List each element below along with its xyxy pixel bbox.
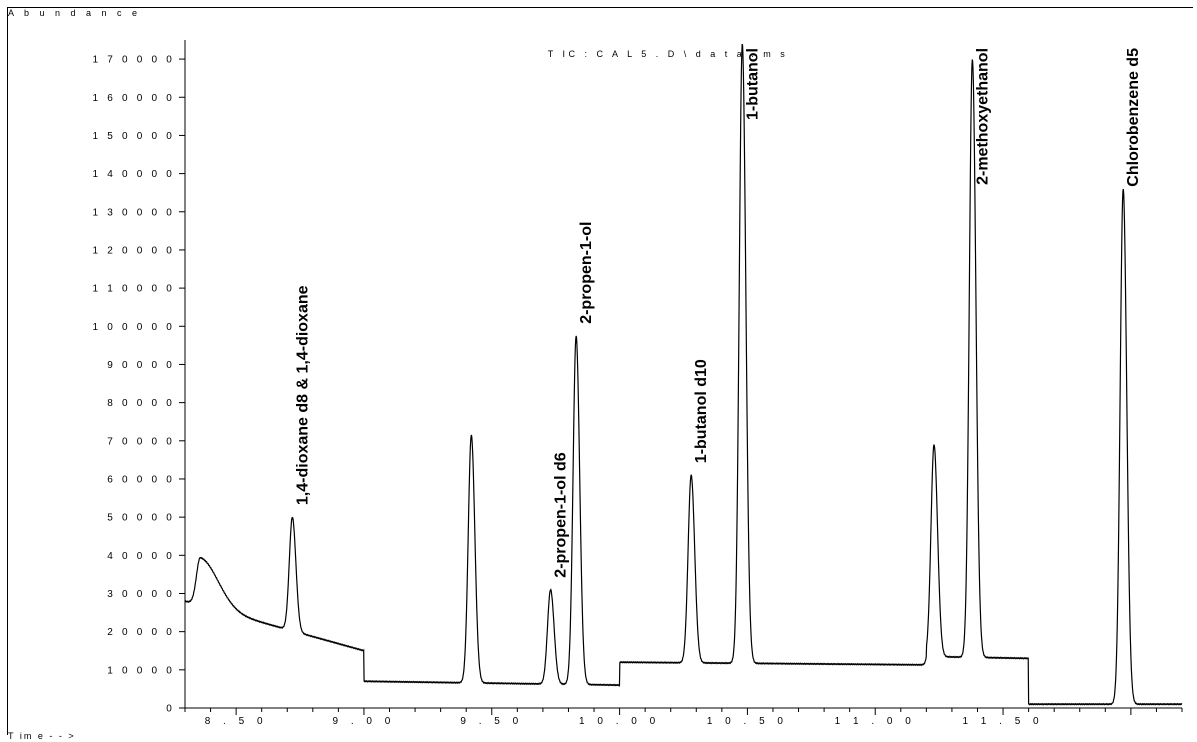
y-tick-label: 7 0 0 0 0 xyxy=(107,436,175,447)
y-tick-label: 6 0 0 0 0 xyxy=(107,474,175,485)
x-tick-label: 1 0 . 0 0 xyxy=(579,716,660,727)
y-tick-label: 2 0 0 0 0 xyxy=(107,627,175,638)
peak-label: 1-butanol xyxy=(744,48,761,120)
y-tick-label: 0 xyxy=(166,704,175,715)
y-tick-label: 1 4 0 0 0 0 xyxy=(93,169,175,180)
y-tick-label: 1 7 0 0 0 0 xyxy=(93,55,175,66)
y-axis-ticks: 0 1 0 0 0 0 2 0 0 0 0 3 0 0 0 0 4 0 0 0 0 5 0… xyxy=(93,55,185,715)
x-axis-title: T im e - - > xyxy=(8,731,76,741)
x-tick-label: 9 . 5 0 xyxy=(460,716,523,727)
y-tick-label: 4 0 0 0 0 xyxy=(107,551,175,562)
x-tick-label: 1 1 . 5 0 xyxy=(962,716,1043,727)
y-tick-label: 3 0 0 0 0 xyxy=(107,589,175,600)
y-tick-label: 1 3 0 0 0 0 xyxy=(93,207,175,218)
y-tick-label: 1 0 0 0 0 0 xyxy=(93,322,175,333)
peak-label: 1-butanol d10 xyxy=(693,359,710,463)
peak-labels: 1,4-dioxane d8 & 1,4-dioxane 2-propen-1-o… xyxy=(294,48,1142,578)
y-tick-label: 8 0 0 0 0 xyxy=(107,398,175,409)
x-tick-label: 1 1 . 0 0 xyxy=(835,716,916,727)
x-tick-label: 8 . 5 0 xyxy=(205,716,268,727)
y-tick-label: 1 2 0 0 0 0 xyxy=(93,245,175,256)
plot-frame xyxy=(7,7,1193,735)
y-axis-title: A b u n d a n c e xyxy=(8,8,142,18)
y-tick-label: 9 0 0 0 0 xyxy=(107,360,175,371)
y-tick-label: 1 0 0 0 0 xyxy=(107,665,175,676)
y-tick-label: 1 6 0 0 0 0 xyxy=(93,93,175,104)
x-tick-label: 9 . 0 0 xyxy=(333,716,396,727)
peak-label: Chlorobenzene d5 xyxy=(1125,48,1142,187)
y-tick-label: 5 0 0 0 0 xyxy=(107,513,175,524)
peak-label: 2-methoxyethanol xyxy=(974,48,991,185)
y-tick-label: 1 1 0 0 0 0 xyxy=(93,284,175,295)
x-tick-label: 1 0 . 5 0 xyxy=(707,716,788,727)
peak-label: 2-propen-1-ol d6 xyxy=(553,452,570,577)
chart-title: T IC : C A L 5 . D \ d a t a . m s xyxy=(548,49,789,59)
y-tick-label: 1 5 0 0 0 0 xyxy=(93,131,175,142)
peak-label: 1,4-dioxane d8 & 1,4-dioxane xyxy=(294,285,311,505)
x-axis-ticks: 8 . 5 0 9 . 0 0 9 . 5 0 1 0 . 0 0 1 0 . 5 0 1… xyxy=(184,708,1183,727)
tic-trace xyxy=(184,43,1183,706)
peak-label: 2-propen-1-ol xyxy=(578,222,595,324)
